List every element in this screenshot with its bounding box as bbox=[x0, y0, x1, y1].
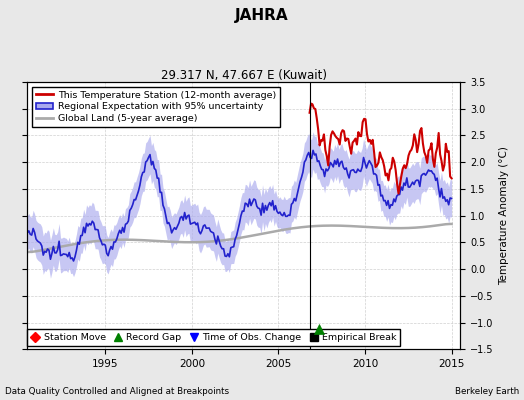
Text: JAHRA: JAHRA bbox=[235, 8, 289, 23]
Y-axis label: Temperature Anomaly (°C): Temperature Anomaly (°C) bbox=[499, 146, 509, 285]
Text: Berkeley Earth: Berkeley Earth bbox=[454, 387, 519, 396]
Text: Data Quality Controlled and Aligned at Breakpoints: Data Quality Controlled and Aligned at B… bbox=[5, 387, 230, 396]
Legend: Station Move, Record Gap, Time of Obs. Change, Empirical Break: Station Move, Record Gap, Time of Obs. C… bbox=[27, 329, 400, 346]
Title: 29.317 N, 47.667 E (Kuwait): 29.317 N, 47.667 E (Kuwait) bbox=[161, 69, 327, 82]
